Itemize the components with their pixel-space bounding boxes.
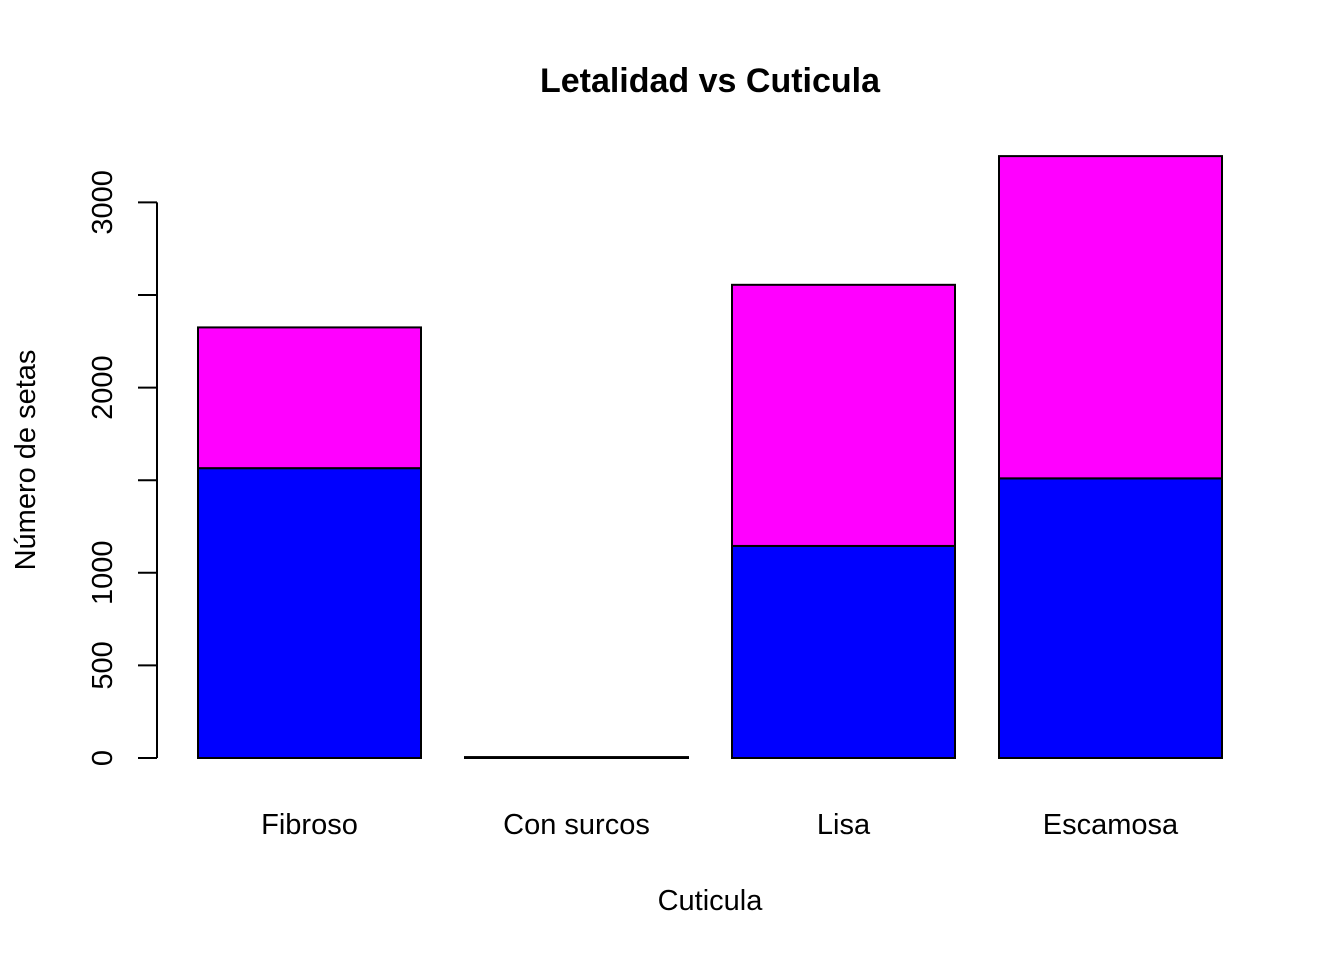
category-label: Con surcos — [503, 809, 650, 841]
category-label: Fibroso — [261, 809, 358, 841]
y-tick-label: 1000 — [87, 541, 119, 606]
bar-segment-2 — [998, 155, 1223, 480]
chart-title: Letalidad vs Cuticula — [540, 62, 881, 100]
bar-segment-1 — [197, 467, 422, 759]
y-axis-label: Número de setas — [10, 350, 42, 571]
bar-segment-1 — [731, 544, 956, 759]
bar-segment-2 — [731, 283, 956, 547]
category-label: Escamosa — [1043, 809, 1179, 841]
y-tick-label: 0 — [87, 750, 119, 766]
bars-group — [197, 155, 1223, 759]
category-label: Lisa — [817, 809, 871, 841]
x-axis-label: Cuticula — [658, 885, 764, 917]
category-labels: Fibroso Con surcos Lisa Escamosa — [261, 809, 1179, 841]
y-tick-label: 500 — [87, 641, 119, 689]
y-tick-label: 3000 — [87, 170, 119, 235]
bar-segment-2 — [464, 756, 689, 759]
y-tick-label: 2000 — [87, 355, 119, 420]
y-axis: 0 500 1000 2000 3000 — [87, 170, 158, 766]
bar-segment-1 — [998, 477, 1223, 759]
bar-segment-2 — [197, 326, 422, 470]
